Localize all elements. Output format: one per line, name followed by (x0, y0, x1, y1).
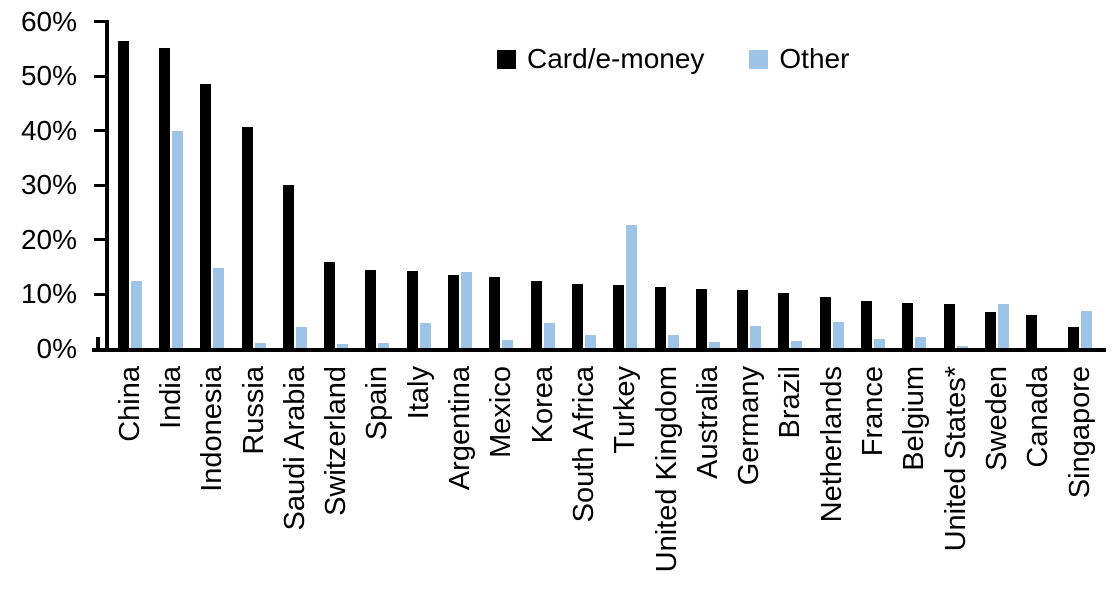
y-axis-tick-30 (94, 184, 106, 187)
y-axis-label-20: 20% (20, 224, 77, 255)
y-axis-tick-60 (94, 20, 106, 23)
bar-card-e-money-netherlands (820, 297, 831, 348)
bar-card-e-money-spain (365, 270, 376, 348)
bar-other-china (131, 281, 142, 348)
bar-other-netherlands (833, 322, 844, 348)
x-axis-label-brazil: Brazil (774, 366, 806, 439)
y-axis-label-40: 40% (20, 115, 77, 146)
bar-card-e-money-united-kingdom (655, 287, 666, 348)
bar-card-e-money-korea (531, 281, 542, 348)
x-axis-label-belgium: Belgium (898, 366, 930, 471)
bar-card-e-money-mexico (489, 277, 500, 348)
x-axis-line (92, 348, 1106, 352)
bar-other-sweden (998, 304, 1009, 348)
y-axis-label-50: 50% (20, 60, 77, 91)
bar-card-e-money-canada (1026, 315, 1037, 348)
bar-other-spain (378, 343, 389, 348)
bar-card-e-money-argentina (448, 275, 459, 348)
bar-card-e-money-switzerland (324, 262, 335, 348)
bar-card-e-money-brazil (778, 293, 789, 348)
y-axis-label-10: 10% (20, 278, 77, 309)
bar-card-e-money-united-states- (944, 304, 955, 348)
bar-other-south-africa (585, 335, 596, 348)
legend-swatch-other (749, 49, 769, 69)
bar-card-e-money-south-africa (572, 284, 583, 348)
axis-corner-tick (96, 337, 100, 348)
bar-card-e-money-saudi-arabia (283, 185, 294, 348)
chart-legend: Card/e-money Other (497, 43, 849, 75)
x-axis-label-india: India (155, 366, 187, 429)
bar-card-e-money-france (861, 301, 872, 348)
bar-other-mexico (502, 340, 513, 348)
x-axis-label-canada: Canada (1022, 366, 1054, 468)
bar-other-brazil (791, 341, 802, 348)
bar-other-saudi-arabia (296, 327, 307, 348)
bar-other-indonesia (213, 268, 224, 348)
bar-other-italy (420, 323, 431, 348)
x-axis-label-switzerland: Switzerland (320, 366, 352, 516)
bar-card-e-money-germany (737, 290, 748, 348)
y-axis-label-30: 30% (20, 169, 77, 200)
x-axis-label-russia: Russia (238, 366, 270, 455)
bar-other-argentina (461, 272, 472, 348)
bar-card-e-money-china (118, 41, 129, 348)
x-axis-label-mexico: Mexico (485, 366, 517, 458)
bar-other-united-kingdom (668, 335, 679, 348)
bar-other-switzerland (337, 344, 348, 348)
x-axis-label-australia: Australia (692, 366, 724, 479)
y-axis-label-0: 0% (36, 333, 77, 364)
bar-other-germany (750, 326, 761, 348)
bar-card-e-money-russia (242, 127, 253, 348)
bar-other-united-states- (957, 346, 968, 348)
bar-card-e-money-belgium (902, 303, 913, 348)
x-axis-label-sweden: Sweden (981, 366, 1013, 471)
x-axis-label-united-kingdom: United Kingdom (651, 366, 683, 573)
bar-card-e-money-turkey (613, 285, 624, 348)
legend-label-other: Other (779, 43, 850, 74)
x-axis-label-singapore: Singapore (1064, 366, 1096, 499)
x-axis-label-korea: Korea (527, 366, 559, 444)
y-axis-tick-10 (94, 293, 106, 296)
y-axis-tick-40 (94, 129, 106, 132)
legend-swatch-card-e-money (497, 49, 516, 69)
x-axis-label-china: China (114, 366, 146, 442)
x-axis-label-united-states-: United States* (940, 366, 972, 552)
x-axis-label-italy: Italy (403, 366, 435, 420)
x-axis-label-germany: Germany (733, 366, 765, 486)
bar-other-singapore (1081, 311, 1092, 348)
bar-card-e-money-italy (407, 271, 418, 348)
x-axis-label-spain: Spain (361, 366, 393, 441)
bar-other-korea (544, 323, 555, 348)
x-axis-label-south-africa: South Africa (568, 366, 600, 523)
legend-label-card-e-money: Card/e-money (527, 43, 705, 74)
bar-other-france (874, 339, 885, 348)
y-axis-line (105, 20, 109, 352)
y-axis-label-60: 60% (20, 6, 77, 37)
y-axis-tick-20 (94, 238, 106, 241)
bar-other-india (172, 131, 183, 348)
bar-other-turkey (626, 225, 637, 348)
bar-other-australia (709, 342, 720, 348)
bar-other-belgium (915, 337, 926, 348)
bar-card-e-money-sweden (985, 312, 996, 348)
legend-item-card-e-money: Card/e-money (497, 43, 704, 75)
bar-card-e-money-indonesia (200, 84, 211, 348)
x-axis-label-indonesia: Indonesia (196, 366, 228, 492)
bar-other-russia (255, 343, 266, 348)
y-axis-tick-0 (94, 348, 106, 351)
x-axis-label-saudi-arabia: Saudi Arabia (279, 366, 311, 531)
x-axis-label-france: France (857, 366, 889, 457)
x-axis-label-turkey: Turkey (609, 366, 641, 454)
legend-item-other: Other (749, 43, 849, 75)
x-axis-label-argentina: Argentina (444, 366, 476, 491)
bar-card-e-money-singapore (1068, 327, 1079, 348)
bar-card-e-money-australia (696, 289, 707, 348)
bar-card-e-money-india (159, 48, 170, 348)
x-axis-label-netherlands: Netherlands (816, 366, 848, 523)
y-axis-tick-50 (94, 75, 106, 78)
